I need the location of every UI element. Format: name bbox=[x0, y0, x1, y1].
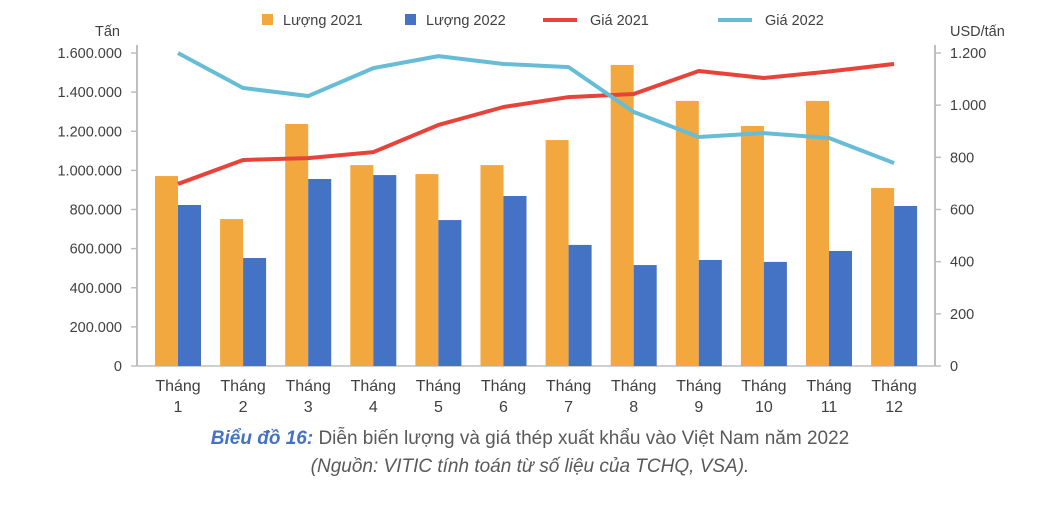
x-tick-label-number: 7 bbox=[564, 399, 573, 416]
legend-swatch bbox=[262, 14, 273, 25]
line-gia-2021 bbox=[177, 61, 895, 186]
left-tick-label: 1.400.000 bbox=[57, 85, 122, 101]
right-tick-label: 800 bbox=[950, 150, 974, 166]
x-tick-label-number: 12 bbox=[885, 399, 903, 416]
bar-luong-2021 bbox=[610, 64, 634, 366]
caption-label: Biểu đồ 16: bbox=[210, 428, 314, 449]
bar-luong-2021 bbox=[871, 187, 895, 366]
bar-luong-2022 bbox=[763, 261, 787, 366]
bar-luong-2022 bbox=[178, 205, 201, 366]
left-tick-label: 0 bbox=[114, 359, 122, 375]
left-tick-label: 1.000.000 bbox=[57, 163, 122, 179]
caption-text: Diễn biến lượng và giá thép xuất khẩu và… bbox=[313, 428, 850, 449]
bar-luong-2022 bbox=[568, 244, 592, 366]
legend-label: Lượng 2021 bbox=[283, 13, 363, 29]
left-tick-label: 400.000 bbox=[70, 281, 122, 297]
x-tick-label-number: 2 bbox=[239, 399, 248, 416]
bar-luong-2021 bbox=[155, 176, 178, 366]
x-tick-label-number: 9 bbox=[694, 399, 703, 416]
x-tick-label-number: 10 bbox=[755, 399, 773, 416]
legend-label: Lượng 2022 bbox=[426, 13, 506, 29]
bar-luong-2021 bbox=[220, 219, 244, 366]
bar-luong-2021 bbox=[675, 100, 699, 366]
bar-luong-2022 bbox=[633, 265, 657, 366]
x-tick-label-number: 6 bbox=[499, 399, 508, 416]
left-tick-label: 1.600.000 bbox=[57, 46, 122, 62]
bar-luong-2022 bbox=[894, 205, 918, 366]
chart-caption: Biểu đồ 16: Diễn biến lượng và giá thép … bbox=[0, 428, 1051, 450]
right-tick-label: 0 bbox=[950, 359, 958, 375]
x-tick-label-number: 3 bbox=[304, 399, 313, 416]
x-tick-label-number: 11 bbox=[821, 399, 838, 416]
x-tick-label: Tháng bbox=[611, 378, 656, 395]
legend-swatch bbox=[405, 14, 416, 25]
x-tick-label: Tháng bbox=[220, 378, 265, 395]
left-tick-label: 600.000 bbox=[70, 242, 122, 258]
bar-luong-2022 bbox=[503, 196, 527, 366]
bar-luong-2022 bbox=[829, 250, 852, 366]
line-gia-2022 bbox=[177, 51, 895, 165]
x-tick-label: Tháng bbox=[806, 378, 851, 395]
x-tick-label-number: 1 bbox=[174, 399, 183, 416]
legend-label: Giá 2021 bbox=[590, 13, 649, 29]
x-tick-label: Tháng bbox=[481, 378, 526, 395]
left-tick-label: 200.000 bbox=[70, 320, 122, 336]
right-tick-label: 1.200 bbox=[950, 46, 986, 62]
chart-source: (Nguồn: VITIC tính toán từ số liệu của T… bbox=[310, 456, 750, 477]
left-tick-label: 1.200.000 bbox=[57, 124, 122, 140]
x-tick-label: Tháng bbox=[546, 378, 591, 395]
x-tick-label-number: 8 bbox=[629, 399, 638, 416]
bar-luong-2021 bbox=[545, 140, 569, 366]
x-tick-label: Tháng bbox=[741, 378, 786, 395]
x-tick-label-number: 4 bbox=[369, 399, 378, 416]
right-axis-unit: USD/tấn bbox=[950, 24, 1005, 40]
bar-luong-2021 bbox=[350, 165, 374, 366]
x-tick-label-number: 5 bbox=[434, 399, 443, 416]
x-tick-label: Tháng bbox=[871, 378, 916, 395]
bar-luong-2022 bbox=[243, 258, 267, 366]
left-axis-unit: Tấn bbox=[95, 24, 120, 40]
bar-luong-2021 bbox=[806, 100, 829, 366]
bar-luong-2021 bbox=[415, 174, 439, 366]
legend-label: Giá 2022 bbox=[765, 13, 824, 29]
right-tick-label: 1.000 bbox=[950, 98, 986, 114]
x-tick-label: Tháng bbox=[286, 378, 331, 395]
x-tick-label: Tháng bbox=[155, 378, 200, 395]
x-tick-label: Tháng bbox=[416, 378, 461, 395]
right-tick-label: 200 bbox=[950, 307, 974, 323]
bar-luong-2022 bbox=[698, 259, 722, 366]
bar-luong-2022 bbox=[373, 175, 397, 366]
right-tick-label: 600 bbox=[950, 203, 974, 219]
x-tick-label: Tháng bbox=[351, 378, 396, 395]
bar-luong-2022 bbox=[308, 178, 332, 366]
left-tick-label: 800.000 bbox=[70, 203, 122, 219]
bar-luong-2021 bbox=[285, 124, 309, 366]
bar-luong-2021 bbox=[480, 165, 504, 366]
bar-luong-2022 bbox=[438, 220, 462, 366]
right-tick-label: 400 bbox=[950, 255, 974, 271]
bar-luong-2021 bbox=[740, 125, 764, 366]
x-tick-label: Tháng bbox=[676, 378, 721, 395]
